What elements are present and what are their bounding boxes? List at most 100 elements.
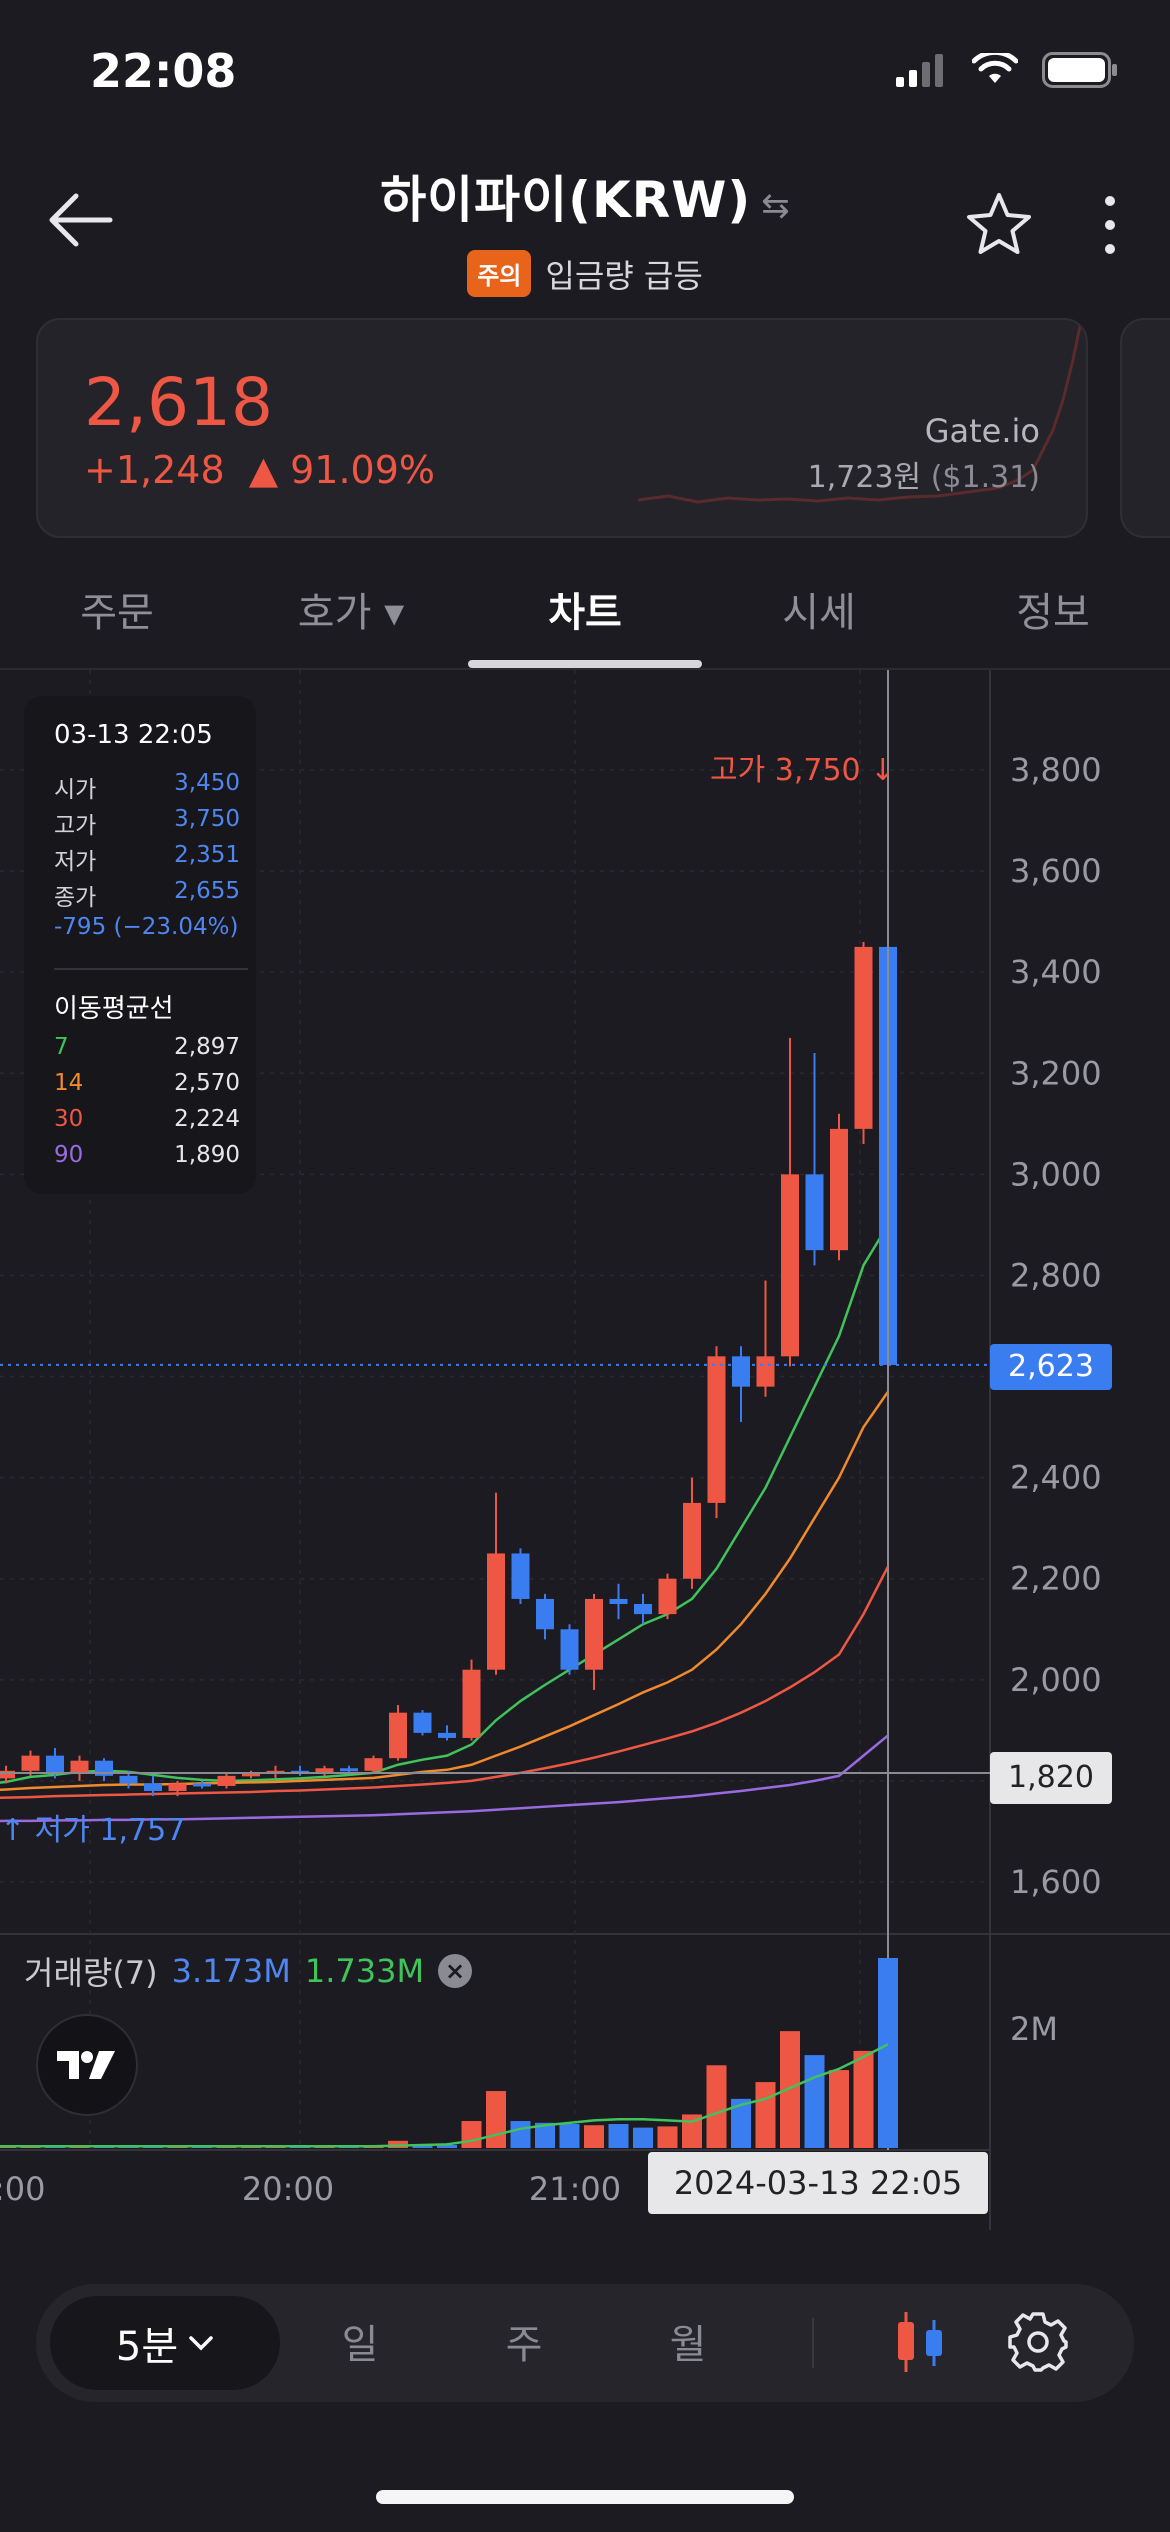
chevron-down-icon: [189, 2336, 213, 2351]
tab-market[interactable]: 시세: [782, 590, 856, 636]
legend-key: 종가: [54, 885, 97, 911]
status-icons: [896, 52, 1118, 88]
candle-body: [487, 1553, 505, 1670]
low-price-label: ↑ 저가 1,757: [0, 1813, 185, 1848]
legend-datetime: 03-13 22:05: [54, 720, 213, 750]
candle-body: [119, 1775, 138, 1784]
interval-selector[interactable]: 5분: [50, 2296, 280, 2390]
candle-body: [830, 1128, 848, 1251]
price-change-pct: ▲ 91.09%: [248, 448, 436, 492]
volume-label: 거래량(7): [24, 1954, 158, 1992]
volume-ma-line: [0, 2043, 889, 2148]
legend-divider: [54, 968, 248, 970]
battery-icon: [1042, 52, 1117, 88]
volume-bar: [878, 1958, 898, 2148]
candle-body: [144, 1783, 162, 1792]
legend-ma90: 90 1,890: [54, 1142, 240, 1168]
back-button[interactable]: [46, 190, 126, 260]
volume-bar: [731, 2098, 751, 2148]
volume-bar: [780, 2031, 800, 2148]
candle-body: [609, 1598, 628, 1604]
period-week-button[interactable]: 주: [505, 2322, 543, 2368]
y-tick-label: 3,600: [1010, 852, 1102, 890]
candle-body: [46, 1755, 64, 1774]
warning-badge: 주의: [467, 250, 532, 297]
more-button[interactable]: [1090, 195, 1130, 259]
interval-label: 5분: [115, 2324, 179, 2370]
legend-value: 3,750: [174, 806, 240, 832]
toolbar-divider: [812, 2318, 814, 2368]
candle-body: [217, 1775, 236, 1786]
ma-line-90: [0, 1734, 889, 1823]
volume-bar: [437, 2145, 457, 2148]
candle-body: [315, 1768, 334, 1774]
page-title: 하이파이(KRW): [380, 171, 752, 229]
arrow-left-icon: [49, 193, 113, 247]
crosshair-price-tag: 1,820: [990, 1752, 1112, 1804]
volume-bar: [559, 2124, 580, 2148]
volume-legend: 거래량(7) 3.173M 1.733M ×: [24, 1948, 473, 1994]
candle-body: [854, 946, 873, 1129]
y-tick-label: 3,800: [1010, 751, 1102, 789]
legend-key: 시가: [54, 777, 97, 803]
candle-body: [193, 1783, 211, 1787]
candle-body: [756, 1356, 775, 1387]
legend-change-value: -795 (−23.04%): [54, 914, 239, 940]
y-tick-label: 1,600: [1010, 1863, 1102, 1901]
volume-bar: [829, 2070, 849, 2148]
candle-body: [242, 1773, 260, 1777]
ma-value: 2,570: [174, 1070, 240, 1096]
legend-value: 2,655: [174, 878, 240, 904]
header-title-area: 하이파이(KRW) ⇆ 주의 입금량 급등: [0, 160, 1170, 297]
tradingview-logo[interactable]: [36, 2014, 138, 2116]
candle-body: [340, 1768, 358, 1772]
tab-info[interactable]: 정보: [1016, 590, 1090, 636]
period-day-button[interactable]: 일: [341, 2322, 379, 2368]
legend-close: 종가 2,655: [54, 878, 240, 912]
tab-order[interactable]: 주문: [80, 590, 154, 636]
tab-orderbook[interactable]: 호가 ▾: [297, 590, 405, 636]
x-tick-label: 20:00: [242, 2170, 334, 2208]
crosshair-time-tag: 2024-03-13 22:05: [648, 2152, 988, 2214]
volume-bar: [486, 2091, 506, 2148]
chart-type-button[interactable]: [890, 2310, 950, 2378]
exchange-name: Gate.io: [924, 412, 1040, 450]
candle-body: [168, 1783, 187, 1792]
close-icon[interactable]: ×: [438, 1954, 473, 1988]
volume-tick-label: 2M: [1010, 2010, 1058, 2048]
y-tick-label: 2,400: [1010, 1459, 1102, 1497]
more-vertical-icon: [1105, 196, 1115, 254]
favorite-button[interactable]: [964, 190, 1034, 264]
high-price-label: 고가 3,750 ↓: [710, 753, 895, 788]
current-price: 2,618: [84, 364, 273, 441]
exchange-price: 1,723원 ($1.31): [808, 452, 1040, 496]
volume-ma-value: 1.733M: [304, 1952, 425, 1990]
legend-key: 고가: [54, 813, 97, 839]
exchange-price-krw: 1,723원: [807, 460, 922, 495]
volume-bar: [535, 2122, 555, 2148]
x-tick-label: :00: [0, 2170, 46, 2208]
legend-key: 저가: [54, 849, 97, 875]
ma-line-14: [0, 1390, 890, 1792]
volume-bar: [804, 2055, 825, 2148]
tab-chart[interactable]: 차트: [548, 590, 622, 636]
legend-ma30: 30 2,224: [54, 1106, 240, 1132]
legend-value: 3,450: [174, 770, 240, 796]
y-tick-label: 3,000: [1010, 1155, 1102, 1193]
ma-value: 2,897: [174, 1034, 240, 1060]
volume-bar: [510, 2121, 531, 2148]
ma-key: 7: [54, 1034, 69, 1060]
settings-button[interactable]: [1006, 2310, 1070, 2378]
y-tick-label: 3,400: [1010, 953, 1102, 991]
legend-high: 고가 3,750: [54, 806, 240, 840]
candle-body: [364, 1758, 383, 1771]
candle-body: [585, 1598, 603, 1670]
y-tick-label: 2,800: [1010, 1256, 1102, 1294]
volume-bar: [608, 2124, 629, 2148]
price-card[interactable]: 2,618 +1,248 ▲ 91.09% Gate.io 1,723원 ($1…: [36, 318, 1088, 538]
volume-bar: [633, 2127, 653, 2148]
candle-body: [707, 1356, 726, 1503]
next-price-card[interactable]: [1120, 318, 1170, 538]
period-month-button[interactable]: 월: [669, 2322, 707, 2368]
swap-icon[interactable]: ⇆: [761, 186, 790, 226]
